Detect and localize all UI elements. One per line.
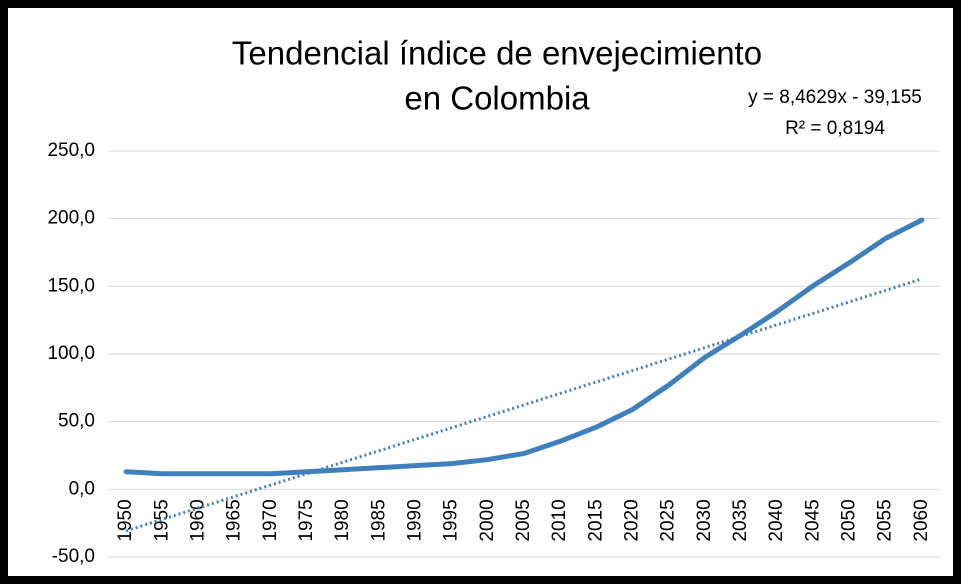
- x-tick-label: 1995: [441, 499, 462, 541]
- x-tick-label: 2045: [802, 499, 823, 541]
- chart-background: [8, 8, 953, 576]
- x-tick-label: 1950: [115, 499, 136, 541]
- data-line: [123, 217, 925, 477]
- x-tick-label: 1955: [151, 499, 172, 541]
- y-tick-label: 200,0: [47, 208, 95, 229]
- trendline-equation: y = 8,4629x - 39,155: [748, 87, 922, 108]
- x-tick-label: 2060: [911, 499, 932, 541]
- chart-title: Tendencial índice de envejecimiento: [232, 35, 762, 72]
- x-tick-label: 2005: [513, 499, 534, 541]
- x-tick-label: 2020: [622, 499, 643, 541]
- x-tick-label: 2030: [694, 499, 715, 541]
- x-tick-label: 1965: [224, 499, 245, 541]
- x-tick-label: 1980: [332, 499, 353, 541]
- x-tick-label: 1970: [260, 499, 281, 541]
- y-tick-label: 250,0: [47, 140, 95, 161]
- y-tick-label: 100,0: [47, 343, 95, 364]
- x-tick-label: 2010: [549, 499, 570, 541]
- x-tick-label: 2035: [730, 499, 751, 541]
- x-tick-label: 2040: [766, 499, 787, 541]
- x-tick-label: 2015: [585, 499, 606, 541]
- trendline-r-squared: R² = 0,8194: [785, 118, 885, 139]
- x-tick-label: 2055: [875, 499, 896, 541]
- chart-title: en Colombia: [404, 80, 590, 117]
- y-tick-label: -50,0: [52, 546, 95, 567]
- y-tick-label: 0,0: [69, 478, 95, 499]
- x-tick-label: 1975: [296, 499, 317, 541]
- x-tick-label: 1960: [187, 499, 208, 541]
- y-tick-label: 150,0: [47, 275, 95, 296]
- y-tick-label: 50,0: [58, 411, 95, 432]
- trendline: [125, 277, 923, 533]
- x-tick-label: 2000: [477, 499, 498, 541]
- x-tick-label: 2050: [839, 499, 860, 541]
- x-tick-label: 1985: [368, 499, 389, 541]
- x-tick-label: 1990: [404, 499, 425, 541]
- x-tick-label: 2025: [658, 499, 679, 541]
